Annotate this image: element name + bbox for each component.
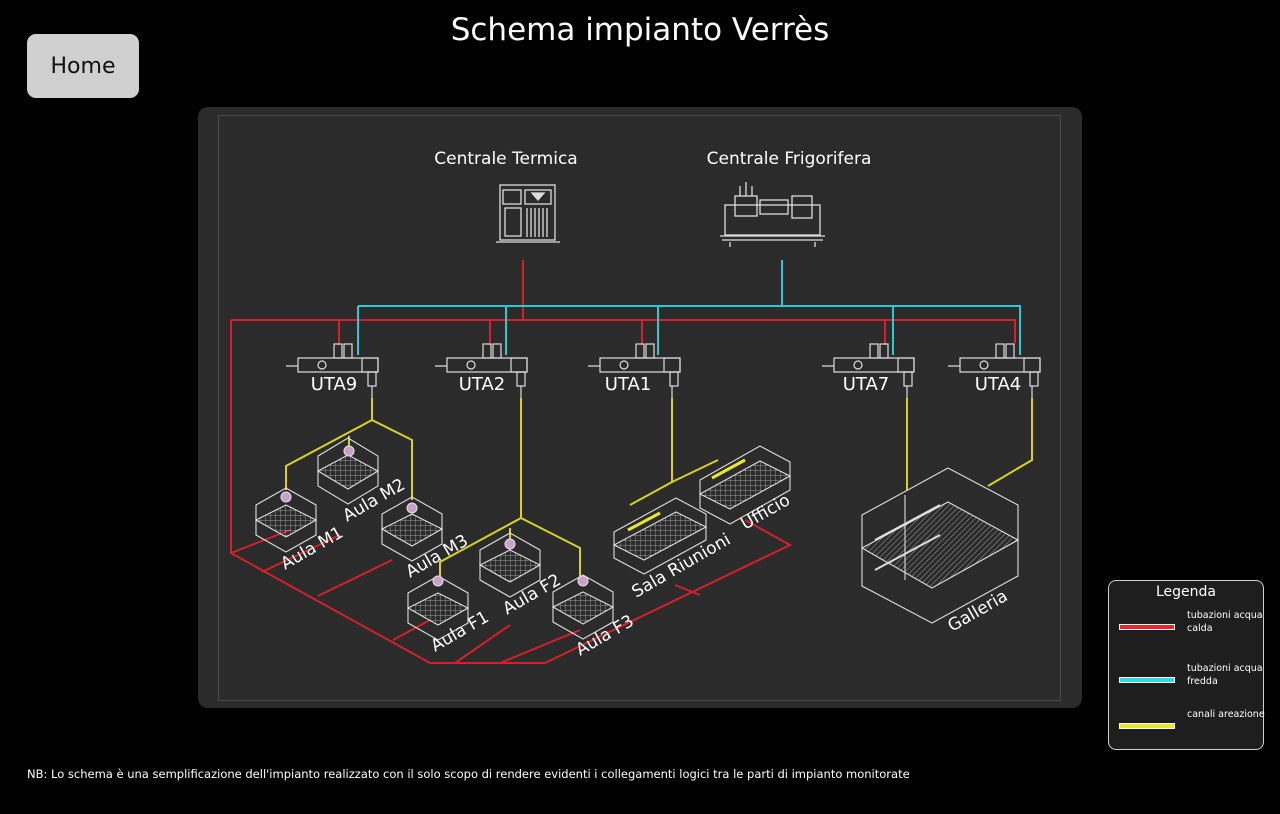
schematic-panel: [198, 107, 1082, 708]
legend-label-hot-water: tubazioni acqua calda: [1187, 610, 1263, 634]
room-sala-riunioni: [612, 497, 708, 575]
room-aula-f2: [478, 532, 542, 598]
uta4-label: UTA4: [975, 374, 1022, 395]
uta9-icon: [286, 343, 379, 398]
uta9-label: UTA9: [311, 374, 358, 395]
uta-units: [286, 343, 1041, 398]
cooling-plant-icon: [720, 182, 825, 247]
uta2-label: UTA2: [459, 374, 506, 395]
legend-swatch-air-ducts: [1119, 723, 1175, 729]
legend-swatch-hot-water: [1119, 624, 1175, 630]
room-ufficio: [698, 445, 792, 525]
air-ducts: [285, 398, 1033, 580]
room-aula-f3: [551, 574, 615, 640]
uta7-label: UTA7: [843, 374, 890, 395]
legend-label-air-ducts: canali areazione: [1187, 709, 1265, 720]
uta2-icon: [435, 343, 528, 398]
cooling-plant-label: Centrale Frigorifera: [707, 149, 872, 169]
legend-item-hot-water: tubazioni acqua calda: [1117, 610, 1263, 644]
room-aula-m1: [254, 487, 318, 553]
home-button[interactable]: Home: [27, 34, 139, 98]
legend-title: Legenda: [1155, 584, 1216, 600]
schematic-frame: [218, 115, 1061, 701]
uta1-label: UTA1: [605, 374, 652, 395]
legend-item-air-ducts: canali areazione: [1117, 709, 1265, 743]
cold-water-pipes: [357, 260, 1021, 355]
page-title: Schema impianto Verrès: [450, 12, 830, 48]
room-galleria: [860, 467, 1020, 624]
hot-water-pipes: [230, 260, 1016, 664]
legend-item-cold-water: tubazioni acqua fredda: [1117, 663, 1263, 697]
thermal-plant-label: Centrale Termica: [434, 149, 577, 169]
legend-swatch-cold-water: [1119, 677, 1175, 683]
room-aula-m2: [316, 437, 380, 505]
uta4-icon: [948, 343, 1041, 398]
rooms: [254, 437, 1020, 641]
footnote: NB: Lo schema è una semplificazione dell…: [27, 767, 910, 781]
legend-box: Legenda tubazioni acqua calda tubazioni …: [1108, 580, 1265, 750]
room-aula-f1: [406, 575, 470, 641]
uta1-icon: [588, 343, 681, 398]
thermal-plant-icon: [496, 184, 560, 243]
uta7-icon: [822, 343, 915, 398]
legend-label-cold-water: tubazioni acqua fredda: [1187, 663, 1263, 687]
room-aula-m3: [380, 496, 444, 562]
